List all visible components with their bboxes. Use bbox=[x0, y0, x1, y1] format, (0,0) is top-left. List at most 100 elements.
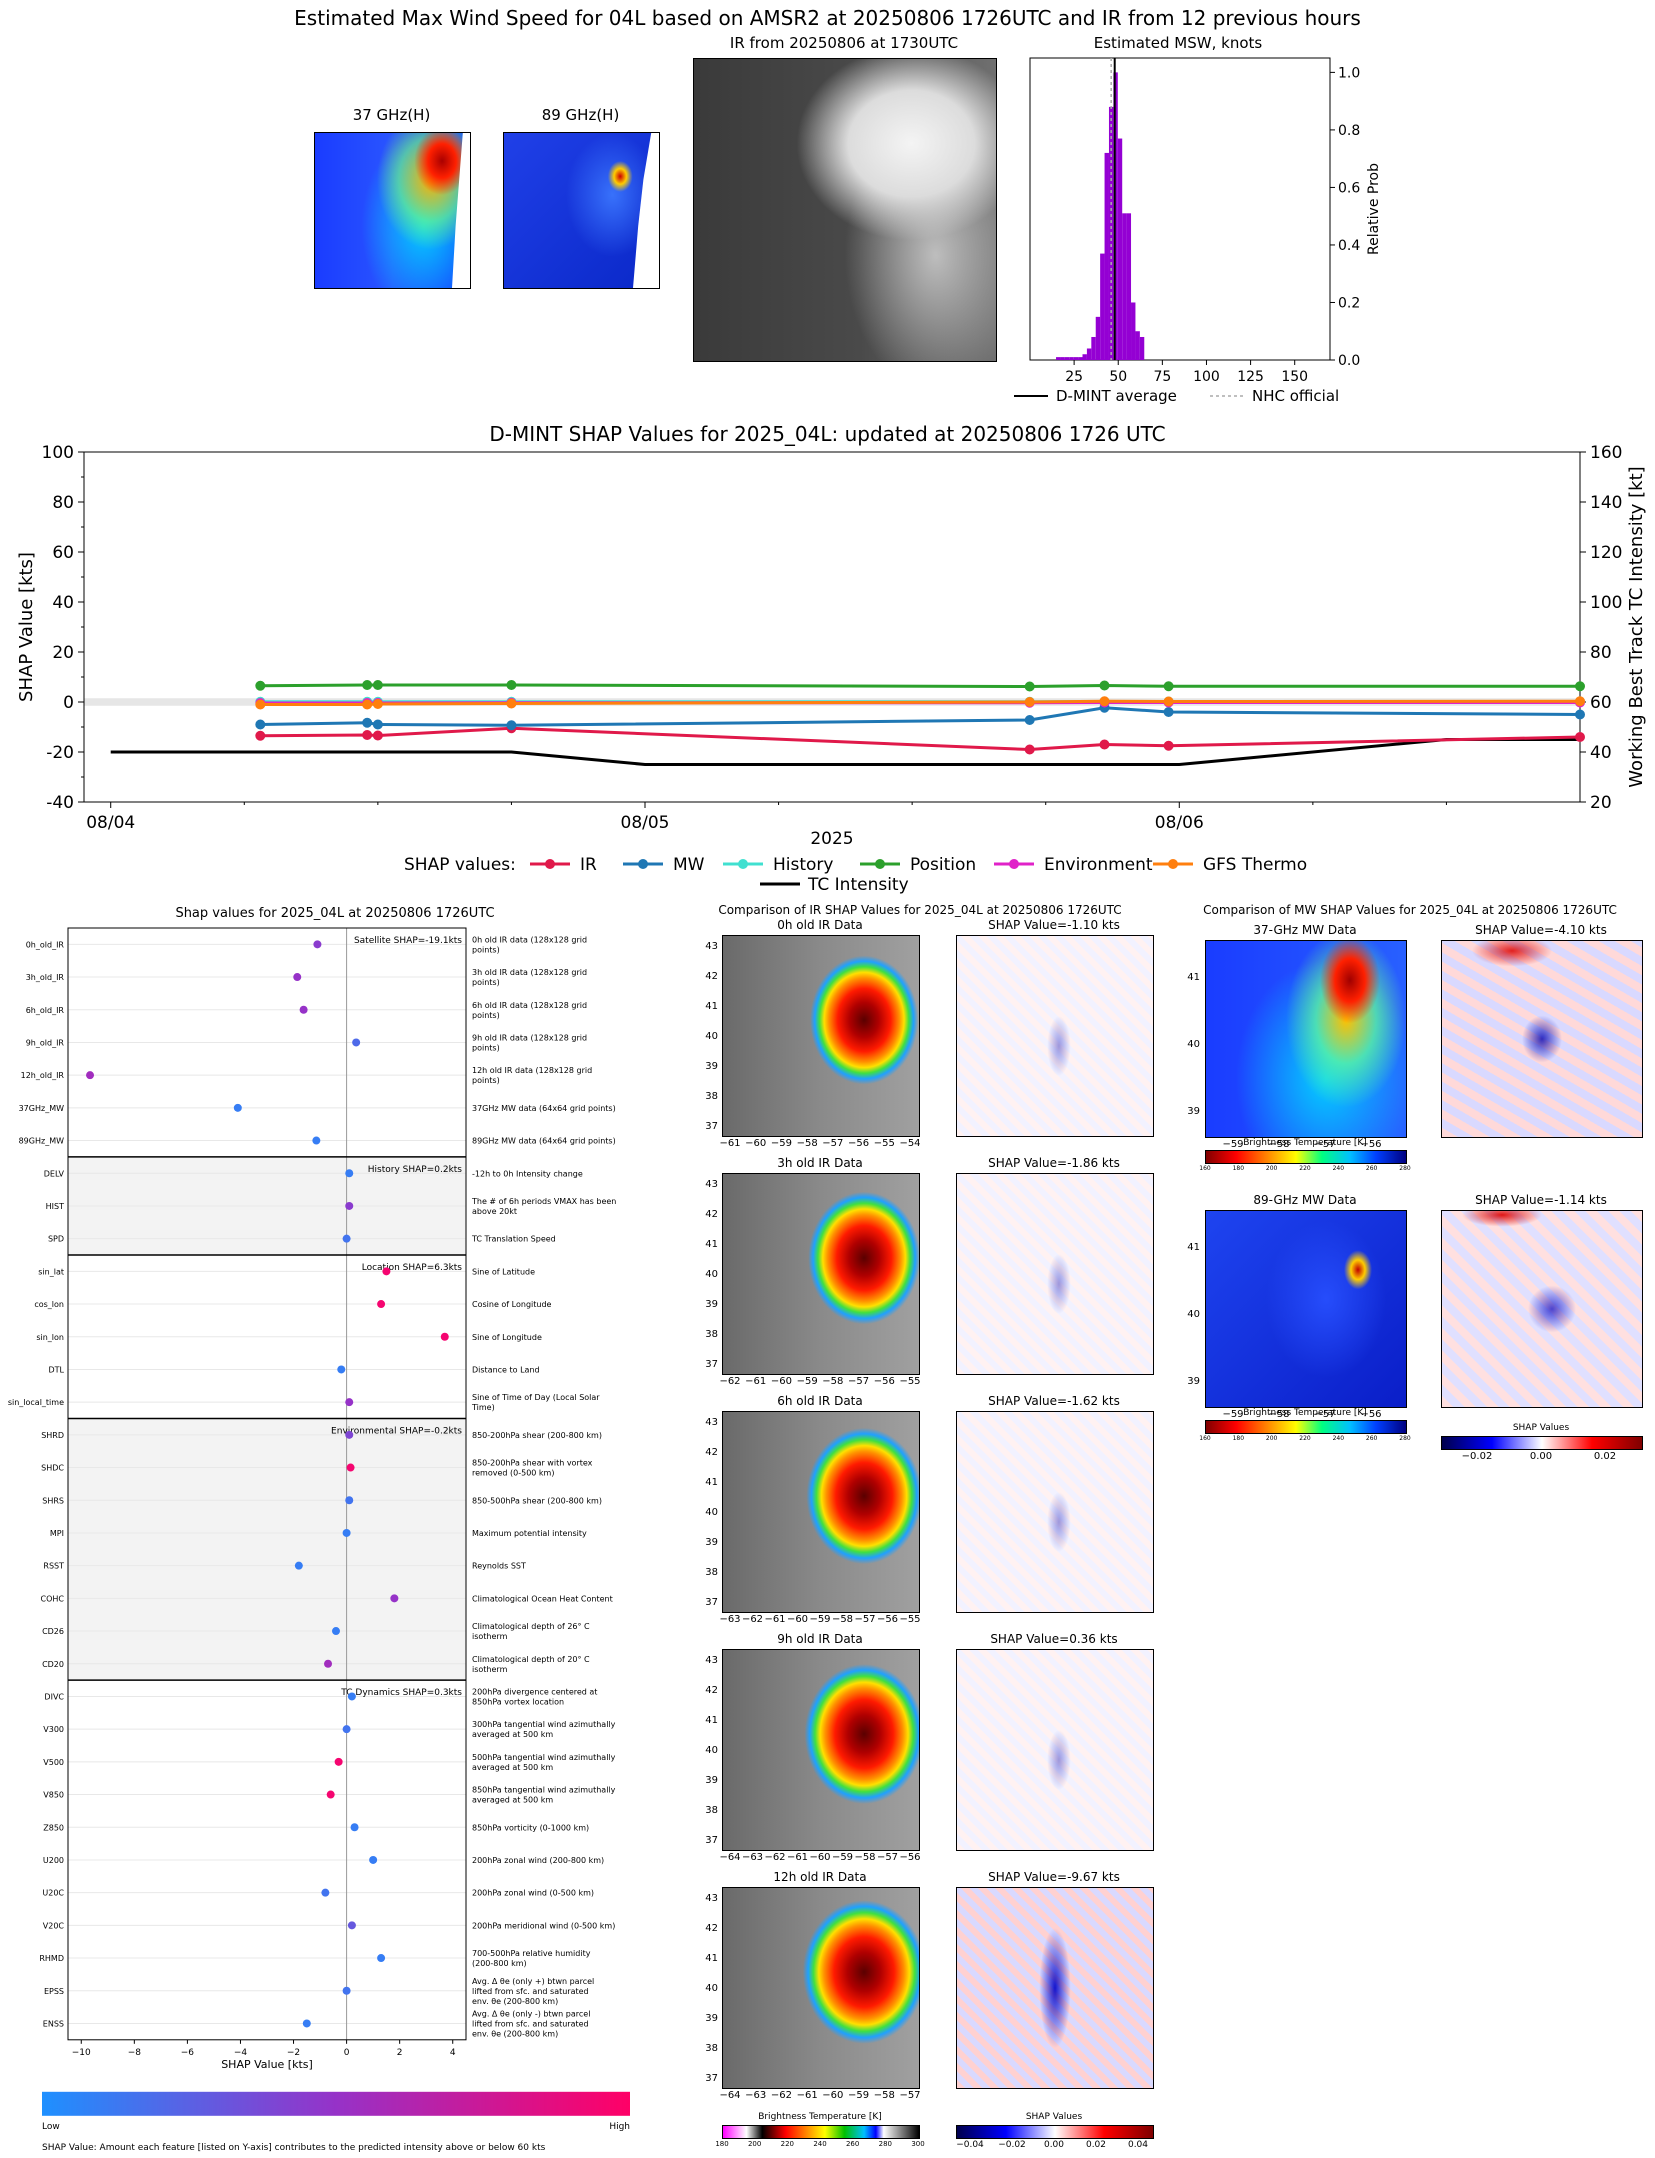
feature-desc: Distance to Land bbox=[472, 1365, 540, 1374]
feature-point bbox=[321, 1888, 330, 1897]
series-line-mw bbox=[260, 706, 1581, 727]
ir-xtick-label: −57 bbox=[854, 1614, 876, 1625]
ir-image bbox=[693, 58, 997, 362]
ir-xtick-label: −58 bbox=[873, 2090, 895, 2101]
ir-bt-tick: 200 bbox=[747, 2140, 762, 2148]
hist-bar bbox=[1139, 336, 1145, 360]
ir-xtick-label: −61 bbox=[745, 1376, 767, 1387]
ts-xtick-label: 08/04 bbox=[86, 813, 135, 833]
legend-label: Environment bbox=[1044, 855, 1153, 875]
ir-panel-image bbox=[722, 935, 920, 1137]
series-point-ir bbox=[362, 730, 373, 740]
feature-name: V300 bbox=[43, 1725, 64, 1734]
feature-point bbox=[324, 1659, 333, 1668]
feature-point bbox=[294, 1561, 303, 1570]
feature-name: U200 bbox=[43, 1856, 64, 1865]
hist-frame bbox=[1029, 57, 1331, 361]
ir-xtick-label: −60 bbox=[809, 1852, 831, 1863]
feature-name: 37GHz_MW bbox=[19, 1104, 64, 1113]
legend-swatch-marker bbox=[1168, 859, 1178, 869]
feature-point bbox=[352, 1038, 361, 1047]
hist-bar bbox=[1122, 213, 1127, 360]
series-point-position bbox=[372, 680, 383, 690]
ir-xtick-label: −59 bbox=[770, 1138, 792, 1149]
ir-bt-tick: 240 bbox=[813, 2140, 827, 2148]
feature-desc: -12h to 0h Intensity change bbox=[472, 1169, 583, 1178]
hist-ytick-label: 0.0 bbox=[1338, 353, 1360, 369]
ir-xtick-label: −63 bbox=[745, 2090, 767, 2101]
hist-xtick-label: 75 bbox=[1153, 369, 1171, 385]
feature-point bbox=[345, 1398, 354, 1407]
feature-desc: 200hPa zonal wind (0-500 km) bbox=[472, 1889, 594, 1898]
mw-xtick-label: −59 bbox=[1222, 1139, 1244, 1150]
mw-panel-label: 37-GHz MW Data bbox=[1253, 923, 1357, 937]
ir-title: IR from 20250806 at 1730UTC bbox=[729, 34, 959, 52]
mw-shap-colorbar bbox=[1441, 1436, 1643, 1450]
ts-xtick-label: 08/05 bbox=[621, 813, 670, 833]
feature-name: V850 bbox=[43, 1791, 64, 1800]
ir-ytick-label: 38 bbox=[705, 1329, 718, 1340]
ir-ytick-label: 40 bbox=[705, 1507, 718, 1518]
ir-xtick-label: −55 bbox=[873, 1138, 895, 1149]
feature-name: DELV bbox=[44, 1169, 65, 1178]
ir-ytick-label: 38 bbox=[705, 1805, 718, 1816]
feature-name: EPSS bbox=[44, 1987, 64, 1996]
feature-name: sin_local_time bbox=[8, 1398, 64, 1407]
ts-ytick-label: 60 bbox=[52, 543, 74, 563]
mw-panel-image bbox=[1205, 1210, 1407, 1408]
hist-bar bbox=[1126, 213, 1132, 360]
feature-desc: 89GHz MW data (64x64 grid points) bbox=[472, 1137, 616, 1146]
p89-image bbox=[503, 132, 660, 289]
series-point-ir bbox=[1024, 744, 1035, 755]
ir-panel-label: 0h old IR Data bbox=[777, 918, 863, 932]
ir-ytick-label: 41 bbox=[705, 1953, 718, 1964]
ir-ytick-label: 39 bbox=[705, 1775, 718, 1786]
shap-ts-title: D-MINT SHAP Values for 2025_04L: updated… bbox=[489, 422, 1166, 446]
series-point-position bbox=[1024, 681, 1035, 692]
legend-dmint-label: D-MINT average bbox=[1056, 387, 1177, 405]
mw-bt-tick: 240 bbox=[1332, 1165, 1345, 1172]
p37-image bbox=[314, 132, 471, 289]
hist-ylabel: Relative Prob bbox=[1366, 163, 1382, 255]
feature-point bbox=[312, 1136, 321, 1145]
feature-point bbox=[346, 1463, 355, 1472]
ir-ytick-label: 37 bbox=[705, 2073, 718, 2084]
ts-ytick-right-label: 140 bbox=[1590, 493, 1622, 513]
feature-point bbox=[369, 1855, 378, 1864]
ir-xtick-label: −59 bbox=[809, 1614, 831, 1625]
feature-name: V20C bbox=[43, 1921, 65, 1930]
hist-bar bbox=[1060, 357, 1065, 360]
bee-title: Shap values for 2025_04L at 20250806 172… bbox=[175, 906, 495, 921]
feature-point bbox=[302, 2019, 311, 2028]
ir-shap-cb-label: SHAP Values bbox=[1025, 2112, 1083, 2122]
mw-xtick-label: −57 bbox=[1314, 1409, 1336, 1420]
feature-name: sin_lon bbox=[36, 1333, 64, 1342]
feature-desc: 3h old IR data (128x128 grid points) bbox=[472, 968, 587, 987]
ir-ytick-label: 42 bbox=[705, 1923, 718, 1934]
ts-ytick-label: 100 bbox=[42, 443, 74, 463]
shap-timeseries: -40 -20 0 20 40 60 80 100 20 40 60 80 100 120 140 160 08… bbox=[16, 443, 1647, 895]
feature-point bbox=[345, 1496, 354, 1505]
ir-xtick-label: −56 bbox=[848, 1138, 870, 1149]
feature-name: MPI bbox=[50, 1529, 64, 1538]
ir-ytick-label: 43 bbox=[705, 941, 718, 952]
ir-ytick-label: 38 bbox=[705, 2043, 718, 2054]
ir-ytick-label: 42 bbox=[705, 1209, 718, 1220]
ir-bt-colorbar bbox=[722, 2125, 920, 2139]
ir-xtick-label: −57 bbox=[848, 1376, 870, 1387]
ir-cmp-title: Comparison of IR SHAP Values for 2025_04… bbox=[718, 903, 1122, 917]
series-point-mw bbox=[1024, 715, 1035, 725]
legend-swatch-marker bbox=[1009, 859, 1019, 869]
feature-name: 12h_old_IR bbox=[21, 1071, 65, 1080]
hist-title: Estimated MSW, knots bbox=[1093, 34, 1263, 52]
ir-xtick-label: −63 bbox=[719, 1614, 741, 1625]
legend-tc-label: TC Intensity bbox=[807, 875, 909, 895]
feature-point bbox=[342, 1986, 351, 1995]
ts-ytick-right-label: 80 bbox=[1590, 643, 1612, 663]
feature-name: V500 bbox=[43, 1758, 64, 1767]
mw-bt-tick: 240 bbox=[1332, 1435, 1345, 1442]
ir-shap-label: SHAP Value=-9.67 kts bbox=[988, 1870, 1120, 1884]
ir-xtick-label: −57 bbox=[876, 1852, 899, 1863]
hist-bar bbox=[1064, 357, 1070, 360]
ir-xtick-label: −54 bbox=[899, 1138, 921, 1149]
